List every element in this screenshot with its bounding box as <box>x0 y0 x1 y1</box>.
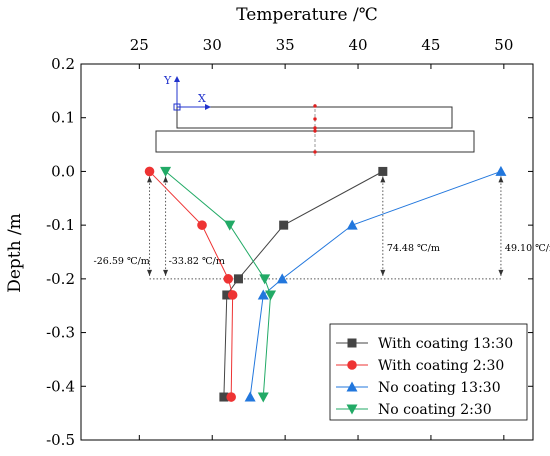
data-point <box>265 290 277 301</box>
data-point <box>257 392 269 403</box>
inset-y-arrowhead <box>174 76 180 82</box>
data-point <box>223 274 234 284</box>
gradient-arrowhead <box>147 269 153 276</box>
data-point <box>219 392 229 402</box>
y-tick-label: 0.0 <box>51 162 75 180</box>
data-series <box>144 165 507 403</box>
y-tick-label: -0.2 <box>46 270 75 288</box>
series-line <box>149 171 234 398</box>
data-point <box>259 274 271 285</box>
inset-y-label: Y <box>163 74 172 87</box>
pavement-inset-diagram: Y X <box>155 74 475 156</box>
data-point <box>495 165 507 176</box>
gradient-label: 49.10 ℃/m <box>505 243 550 254</box>
legend-label: No coating 2:30 <box>378 402 492 418</box>
legend: With coating 13:30 With coating 2:30 No co… <box>329 323 528 421</box>
series-2 <box>144 166 238 402</box>
y-tick-label: -0.5 <box>46 431 75 449</box>
inset-x-label: X <box>198 92 206 105</box>
data-point <box>222 290 232 300</box>
data-point <box>144 166 155 177</box>
data-point <box>224 220 236 231</box>
x-tick-label: 40 <box>348 36 367 54</box>
data-point <box>227 290 238 300</box>
y-tick-label: 0.2 <box>51 55 75 73</box>
y-tick-label: 0.1 <box>51 109 75 127</box>
gradient-label: -33.82 ℃/m <box>169 256 225 267</box>
y-axis-title: Depth /m <box>5 213 25 293</box>
data-point <box>160 166 172 177</box>
gradient-arrowhead <box>147 176 153 183</box>
gradient-arrowhead <box>380 269 386 276</box>
data-point <box>276 273 288 284</box>
legend-marker <box>347 360 357 370</box>
x-tick-label: 35 <box>276 36 295 54</box>
inset-x-arrowhead <box>205 104 211 110</box>
inset-sensor-dot <box>313 150 317 154</box>
data-point <box>244 391 256 402</box>
legend-marker <box>346 381 358 392</box>
legend-marker <box>347 338 357 348</box>
data-point <box>226 392 236 402</box>
legend-label: With coating 2:30 <box>378 358 504 374</box>
data-point <box>233 274 243 284</box>
x-axis-title: Temperature /℃ <box>236 5 378 25</box>
gradient-arrowhead <box>163 176 169 183</box>
axis-ticks: 25 30 35 40 45 50 0.2 0.1 0.0 -0.1 -0.2 -0.3 -0.4 -0.… <box>46 36 533 449</box>
gradient-arrowhead <box>163 269 169 276</box>
gradient-arrowhead <box>498 269 504 276</box>
series-3 <box>244 165 507 402</box>
gradient-arrowhead <box>380 176 386 183</box>
x-tick-label: 30 <box>203 36 222 54</box>
series-4 <box>160 166 277 403</box>
inset-sensor-dot <box>313 129 317 133</box>
y-tick-label: -0.1 <box>46 216 75 234</box>
y-tick-label: -0.3 <box>46 324 75 342</box>
inset-sensor-dot <box>313 117 317 121</box>
data-point <box>346 219 358 230</box>
gradient-guides: -26.59 ℃/m -33.82 ℃/m 74.48 ℃/m 49.10 ℃/m <box>94 176 550 280</box>
data-point <box>257 289 269 300</box>
y-tick-label: -0.4 <box>46 377 75 395</box>
data-point <box>279 220 289 230</box>
legend-label: With coating 13:30 <box>378 336 513 352</box>
data-point <box>197 220 207 230</box>
gradient-arrowhead <box>498 176 504 183</box>
inset-sensor-dot <box>313 104 317 108</box>
legend-box <box>329 323 528 421</box>
x-tick-label: 45 <box>421 36 440 54</box>
series-1 <box>219 166 388 402</box>
gradient-label: -26.59 ℃/m <box>94 256 150 267</box>
inset-sensor-dot <box>313 126 317 130</box>
plot-frame <box>80 63 534 441</box>
inset-origin-box <box>173 103 181 111</box>
legend-label: No coating 13:30 <box>378 380 501 396</box>
legend-marker <box>346 404 358 415</box>
x-tick-label: 50 <box>494 36 513 54</box>
gradient-label: 74.48 ℃/m <box>387 243 440 254</box>
x-tick-label: 25 <box>130 36 149 54</box>
data-point <box>378 166 388 176</box>
